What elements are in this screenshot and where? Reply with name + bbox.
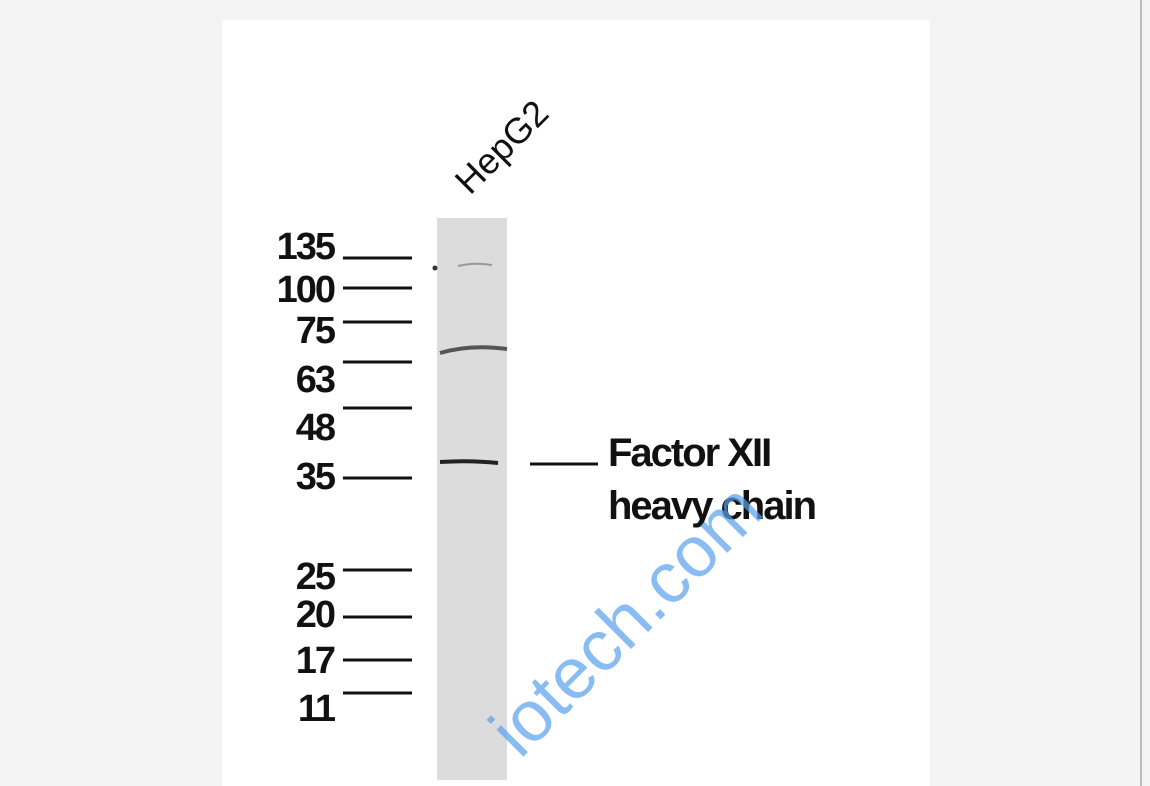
marker-label: 100	[277, 269, 335, 311]
viewer: Factor XII heavy chain HepG2 iotech.com …	[0, 0, 1150, 786]
marker-label: 25	[296, 556, 336, 598]
band-label: Factor XII	[608, 431, 770, 475]
marker-label: 35	[296, 456, 336, 498]
marker-label: 11	[298, 688, 336, 730]
marker-label: 20	[296, 594, 335, 636]
marker-label: 17	[296, 640, 335, 682]
blot-speck	[433, 266, 438, 271]
marker-label: 63	[296, 359, 335, 401]
page: Factor XII heavy chain HepG2 iotech.com …	[0, 0, 1150, 786]
band-main	[440, 461, 498, 463]
marker-label: 135	[277, 226, 336, 268]
marker-label: 75	[296, 310, 336, 352]
marker-label: 48	[296, 407, 335, 449]
